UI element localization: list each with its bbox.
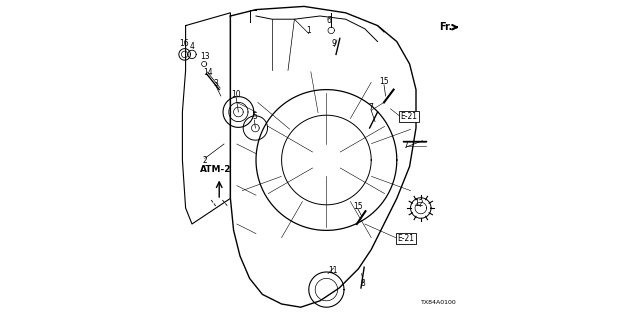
- Text: 13: 13: [200, 52, 210, 60]
- Text: 7: 7: [403, 141, 408, 150]
- Text: E-21: E-21: [397, 234, 415, 243]
- Text: 14: 14: [203, 68, 213, 76]
- Text: 12: 12: [414, 199, 423, 208]
- Text: 7: 7: [369, 103, 374, 112]
- Text: 16: 16: [179, 39, 189, 48]
- Text: 11: 11: [329, 266, 338, 275]
- Text: 3: 3: [213, 79, 218, 88]
- Text: 8: 8: [361, 279, 365, 288]
- Text: 15: 15: [379, 77, 389, 86]
- Text: 6: 6: [326, 16, 332, 25]
- Text: 10: 10: [231, 90, 241, 99]
- Text: TX84A0100: TX84A0100: [420, 300, 456, 305]
- Text: Fr.: Fr.: [439, 22, 452, 32]
- Text: E-21: E-21: [401, 112, 418, 121]
- Text: ATM-2: ATM-2: [200, 165, 232, 174]
- Text: 15: 15: [353, 202, 363, 211]
- Text: 2: 2: [202, 156, 207, 164]
- Text: 5: 5: [252, 112, 257, 121]
- Text: 9: 9: [332, 39, 337, 48]
- Text: 1: 1: [307, 26, 311, 35]
- Text: 4: 4: [189, 42, 195, 51]
